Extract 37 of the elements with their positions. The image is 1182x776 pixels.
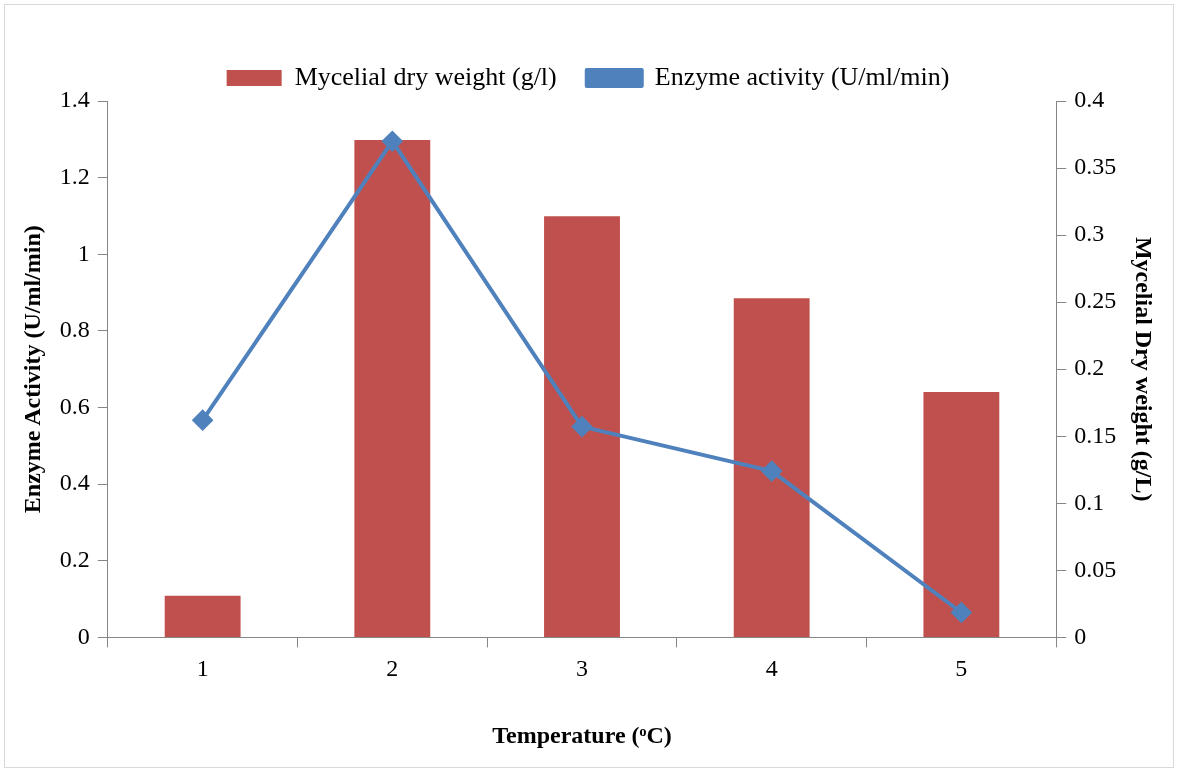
bar: [733, 298, 810, 637]
y2-tick-label: 0.4: [1074, 86, 1105, 113]
y2-tick-label: 0.25: [1074, 287, 1117, 314]
y2-tick-label: 0.15: [1074, 421, 1117, 448]
bar: [923, 392, 1000, 637]
y2-tick-label: 0.05: [1074, 555, 1117, 582]
x-tick-label: 2: [386, 655, 399, 682]
y2-tick-label: 0.35: [1074, 153, 1117, 180]
legend-label: Mycelial dry weight (g/l): [294, 61, 557, 91]
y-tick-label: 1.4: [59, 86, 90, 113]
point: [951, 602, 972, 623]
bar: [354, 139, 431, 637]
x-tick-label: 3: [576, 655, 588, 682]
y-tick-label: 0.2: [59, 546, 90, 573]
y2-tick-label: 0: [1074, 622, 1087, 649]
y2-tick-label: 0.2: [1074, 354, 1105, 381]
point: [761, 461, 782, 482]
y-tick-label: 0.4: [59, 469, 90, 496]
y-tick-label: 0: [77, 622, 90, 649]
y-tick-label: 1.2: [59, 162, 90, 189]
y-axis-title: Enzyme Activity (U/ml/min): [18, 225, 45, 514]
legend-label: Enzyme activity (U/ml/min): [654, 61, 950, 91]
x-tick-label: 4: [765, 655, 778, 682]
x-axis-title: Temperature (ᵒC): [492, 721, 672, 748]
y-tick-label: 0.8: [59, 316, 90, 343]
y-tick-label: 1: [77, 239, 90, 266]
y2-axis-title: Mycelial Dry weight (g/L): [1131, 236, 1158, 502]
point: [192, 410, 213, 431]
bar: [164, 595, 241, 637]
y-tick-label: 0.6: [59, 392, 90, 419]
x-tick-label: 1: [196, 655, 209, 682]
point: [382, 131, 403, 152]
bar: [544, 216, 620, 637]
y2-tick-label: 0.3: [1074, 220, 1105, 247]
x-tick-label: 5: [955, 655, 968, 682]
y2-tick-label: 0.1: [1074, 488, 1105, 515]
point: [572, 416, 592, 437]
